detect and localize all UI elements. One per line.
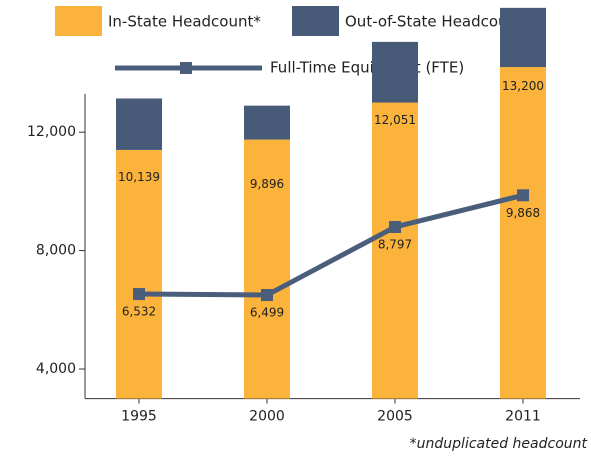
- bar-segment: [372, 41, 418, 103]
- bar-segment: [116, 98, 162, 150]
- legend-label: Out-of-State Headcount*: [345, 13, 531, 31]
- fte-marker: [517, 189, 529, 202]
- fte-line: [138, 192, 524, 298]
- total-label: 13,200: [502, 79, 544, 93]
- legend-swatch: [292, 6, 339, 36]
- y-tick-label: 8,000: [36, 243, 76, 259]
- bar-segment: [244, 105, 290, 140]
- fte-label: 8,797: [378, 237, 412, 251]
- bar-segment: [500, 67, 546, 399]
- x-tick-label: 2000: [249, 409, 285, 425]
- footnote: *unduplicated headcount: [410, 436, 588, 452]
- bar-segment: [244, 139, 290, 399]
- total-label: 9,896: [250, 177, 284, 191]
- fte-marker: [389, 220, 401, 233]
- legend-label: Full-Time Equivalent (FTE): [270, 59, 464, 77]
- fte-label: 9,868: [506, 206, 540, 220]
- bar-segment: [372, 102, 418, 399]
- y-tick-label: 12,000: [27, 124, 76, 140]
- fte-label: 6,499: [250, 306, 284, 320]
- fte-marker: [133, 288, 145, 301]
- bar-segment: [500, 7, 546, 68]
- total-label: 12,051: [374, 113, 416, 127]
- fte-label: 6,532: [122, 305, 156, 319]
- y-tick-label: 4,000: [36, 361, 76, 377]
- total-label: 10,139: [118, 170, 160, 184]
- x-tick-label: 2005: [377, 409, 413, 425]
- fte-marker: [261, 289, 273, 302]
- x-tick-label: 1995: [121, 409, 157, 425]
- x-tick-label: 2011: [505, 409, 541, 425]
- legend-label: In-State Headcount*: [108, 13, 261, 31]
- legend-swatch: [55, 6, 102, 36]
- legend-marker: [180, 62, 192, 74]
- bar-segment: [116, 149, 162, 399]
